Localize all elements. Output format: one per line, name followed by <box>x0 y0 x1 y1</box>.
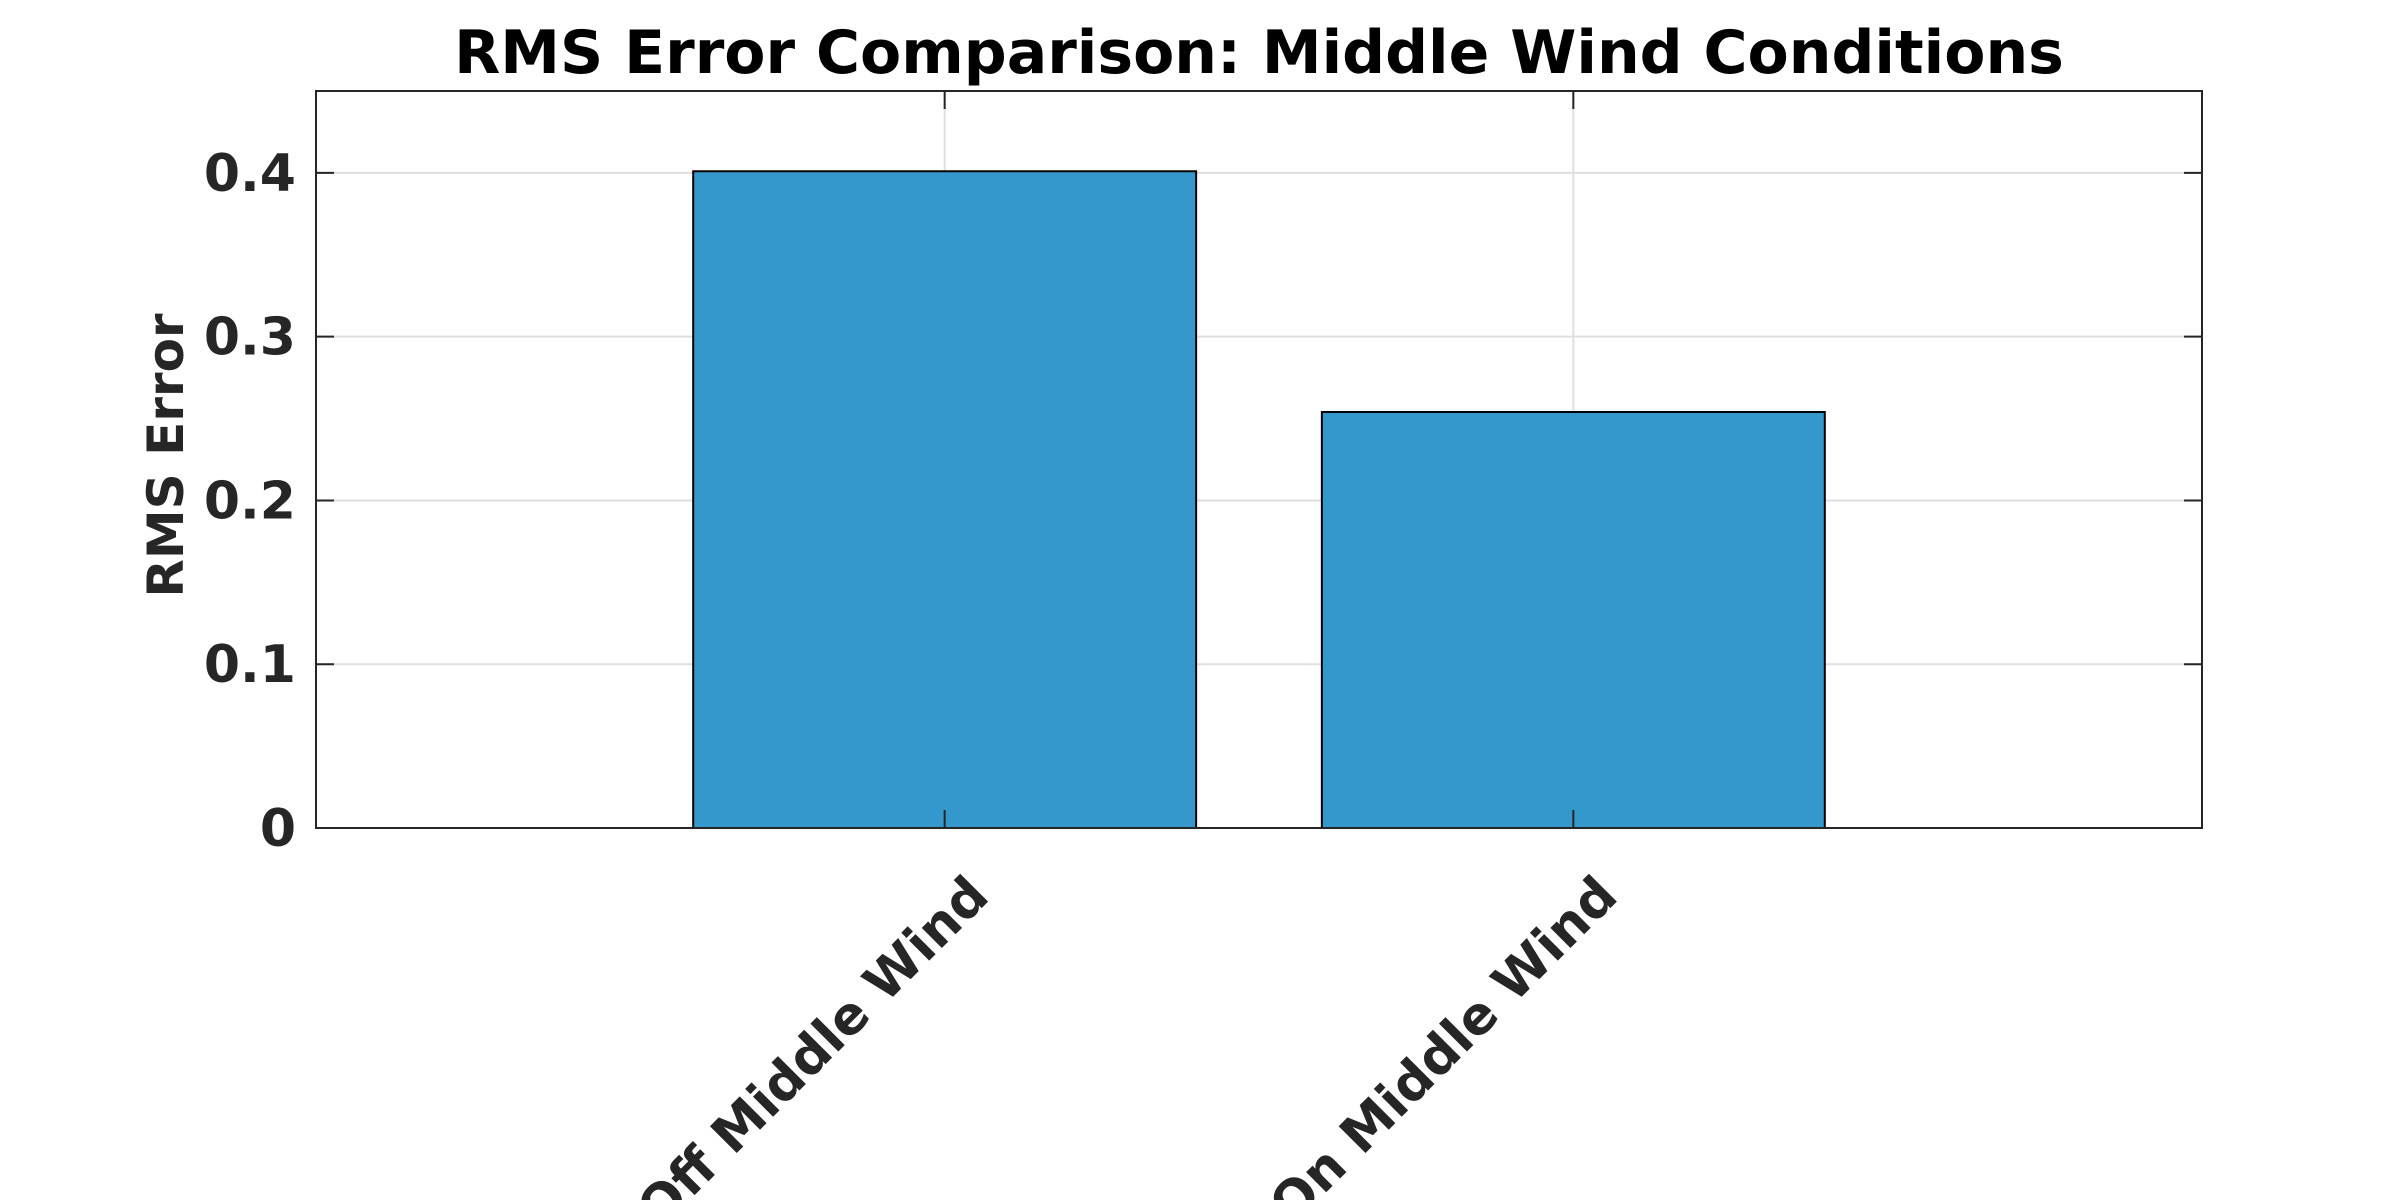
x-tick-label: On Middle Wind <box>1259 865 1630 1200</box>
chart-title: RMS Error Comparison: Middle Wind Condit… <box>454 18 2064 88</box>
bar-2 <box>1320 411 1826 829</box>
y-tick-label: 0.2 <box>204 471 296 531</box>
axes-frame <box>315 90 2203 829</box>
bars-layer <box>692 170 1826 830</box>
y-tick-label: 0 <box>260 799 296 859</box>
y-tick-label: 0.4 <box>204 144 296 204</box>
x-tick-labels: Off Middle Wind On Middle Wind <box>626 865 1629 1200</box>
grid-layer <box>316 91 2202 828</box>
bar-1 <box>692 170 1198 830</box>
ticks-layer <box>316 91 2202 829</box>
y-axis-label: RMS Error <box>137 313 195 597</box>
x-tick-label: Off Middle Wind <box>626 865 1000 1200</box>
y-tick-label: 0.3 <box>204 308 296 368</box>
y-tick-labels: 0 0.1 0.2 0.3 0.4 <box>204 144 296 859</box>
y-tick-label: 0.1 <box>204 635 296 695</box>
